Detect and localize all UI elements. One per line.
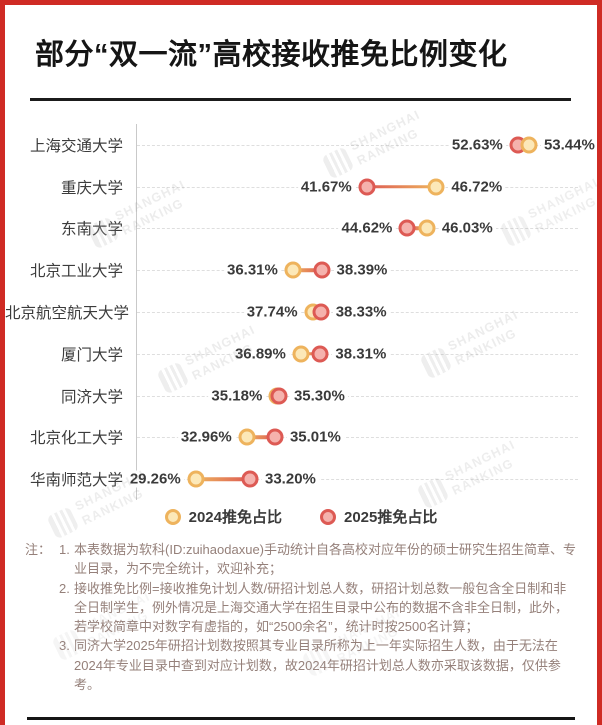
row-plot: 36.31% 38.39% <box>136 249 578 292</box>
footnote-item: 2. 接收推免比例=接收推免计划人数/研招计划总人数，研招计划总数一般包含全日制… <box>59 579 577 637</box>
dot-2025-icon <box>270 387 288 405</box>
dot-2024-icon <box>418 219 436 237</box>
category-label: 同济大学 <box>60 388 123 406</box>
gridline <box>137 144 578 146</box>
gridline <box>137 437 578 439</box>
footnote-number: 3. <box>59 638 70 654</box>
footnote-number: 2. <box>59 580 70 596</box>
page-title: 部分“双一流”高校接收推免比例变化 <box>35 39 508 71</box>
value-label-right: 38.31% <box>332 345 390 363</box>
footnote-text: 本表数据为软科(ID:zuihaodaxue)手动统计自各高校对应年份的硕士研究… <box>74 542 576 577</box>
dumbbell-line <box>407 226 427 231</box>
value-label-right: 46.72% <box>448 178 506 196</box>
value-label-left: 36.89% <box>231 345 289 363</box>
value-label-left: 29.26% <box>126 470 184 488</box>
value-label-right: 53.44% <box>540 136 597 154</box>
footnote-item: 1. 本表数据为软科(ID:zuihaodaxue)手动统计自各高校对应年份的硕… <box>59 540 577 578</box>
category-label: 北京工业大学 <box>29 263 123 281</box>
gridline <box>137 395 578 397</box>
chart-row: 同济大学 35.18% 35.30% <box>5 374 578 417</box>
dot-2025-icon <box>312 303 330 321</box>
dot-2025-icon <box>266 428 284 446</box>
chart-row: 北京工业大学 36.31% 38.39% <box>5 249 578 292</box>
dumbbell-line <box>195 477 250 482</box>
footnote-number: 1. <box>59 542 70 558</box>
value-label-left: 36.31% <box>223 261 281 279</box>
gridline <box>137 186 578 188</box>
dumbbell-line <box>300 352 321 356</box>
chart-rows: 上海交通大学 52.63% 53.44% 重庆大学 41.67% 46.72% <box>5 124 597 501</box>
legend-item-2025: 2025推免占比 <box>320 506 437 527</box>
category-label: 上海交通大学 <box>29 137 123 155</box>
row-plot: 52.63% 53.44% <box>136 124 597 166</box>
value-label-right: 35.01% <box>286 428 344 446</box>
legend-item-2024: 2024推免占比 <box>164 506 282 527</box>
legend-label-2024: 2024推免占比 <box>188 509 282 527</box>
dot-2024-icon <box>427 178 445 196</box>
footnote-text: 同济大学2025年研招计划数按照其专业目录所称为上一年实际招生人数，由于无法在2… <box>74 638 561 692</box>
category-label: 重庆大学 <box>60 179 123 197</box>
value-label-right: 33.20% <box>262 470 319 488</box>
category-label: 北京化工大学 <box>29 430 123 448</box>
dumbbell-line <box>246 435 275 440</box>
row-plot: 37.74% 38.33% <box>136 291 578 333</box>
dot-2024-icon <box>187 470 205 488</box>
footnote-item: 3. 同济大学2025年研招计划数按照其专业目录所称为上一年实际招生人数，由于无… <box>59 636 577 694</box>
dumbbell-line <box>292 268 322 273</box>
chart-row: 东南大学 44.62% 46.03% <box>5 207 578 250</box>
dot-2024-icon <box>284 261 302 279</box>
category-label: 厦门大学 <box>60 346 123 364</box>
footnotes: 注： 1. 本表数据为软科(ID:zuihaodaxue)手动统计自各高校对应年… <box>25 540 577 694</box>
dot-2025-icon <box>311 345 329 363</box>
footnotes-list: 1. 本表数据为软科(ID:zuihaodaxue)手动统计自各高校对应年份的硕… <box>59 540 577 694</box>
chart-row: 厦门大学 36.89% 38.31% <box>5 332 578 375</box>
dot-2024-icon <box>520 136 538 154</box>
chart-row: 华南师范大学 29.26% 33.20% <box>5 458 578 501</box>
dot-2024-icon <box>238 428 256 446</box>
dot-2025-icon <box>313 261 331 279</box>
legend-marker-2025-icon <box>320 508 336 525</box>
legend-marker-2024-icon <box>164 508 181 525</box>
bottom-divider <box>27 717 575 720</box>
title-divider <box>30 98 571 101</box>
dot-2025-icon <box>398 219 416 237</box>
dot-2025-icon <box>241 470 259 488</box>
legend-label-2025: 2025推免占比 <box>344 509 438 527</box>
value-label-left: 37.74% <box>243 303 301 321</box>
chart-row: 北京化工大学 32.96% 35.01% <box>5 416 578 459</box>
value-label-right: 38.33% <box>332 303 390 321</box>
row-plot: 44.62% 46.03% <box>136 207 578 250</box>
row-plot: 35.18% 35.30% <box>136 374 578 417</box>
category-label: 北京航空航天大学 <box>5 305 130 323</box>
category-label: 东南大学 <box>60 221 123 239</box>
value-label-left: 35.18% <box>208 387 266 405</box>
value-label-right: 35.30% <box>290 387 348 405</box>
dumbbell-line <box>366 184 437 189</box>
value-label-left: 41.67% <box>297 178 355 196</box>
row-plot: 36.89% 38.31% <box>136 332 578 375</box>
chart-row: 重庆大学 41.67% 46.72% <box>5 165 578 208</box>
chart-row: 上海交通大学 52.63% 53.44% <box>5 124 597 166</box>
value-label-right: 38.39% <box>333 261 391 279</box>
value-label-right: 46.03% <box>438 219 496 237</box>
value-label-left: 44.62% <box>338 219 396 237</box>
value-label-left: 52.63% <box>448 136 506 154</box>
dumbbell-chart: 上海交通大学 52.63% 53.44% 重庆大学 41.67% 46.72% <box>5 124 597 501</box>
footnote-text: 接收推免比例=接收推免计划人数/研招计划总人数，研招计划总数一般包含全日制和非全… <box>74 580 569 635</box>
row-plot: 32.96% 35.01% <box>136 416 578 459</box>
chart-legend: 2024推免占比 2025推免占比 <box>5 506 597 527</box>
value-label-left: 32.96% <box>177 428 235 446</box>
footnotes-prefix: 注： <box>25 542 52 558</box>
category-label: 华南师范大学 <box>29 472 123 490</box>
gridline <box>137 479 578 481</box>
row-plot: 41.67% 46.72% <box>136 165 578 208</box>
dot-2024-icon <box>292 345 310 363</box>
dot-2025-icon <box>358 178 376 196</box>
row-plot: 29.26% 33.20% <box>126 458 578 501</box>
chart-row: 北京航空航天大学 37.74% 38.33% <box>5 291 578 333</box>
